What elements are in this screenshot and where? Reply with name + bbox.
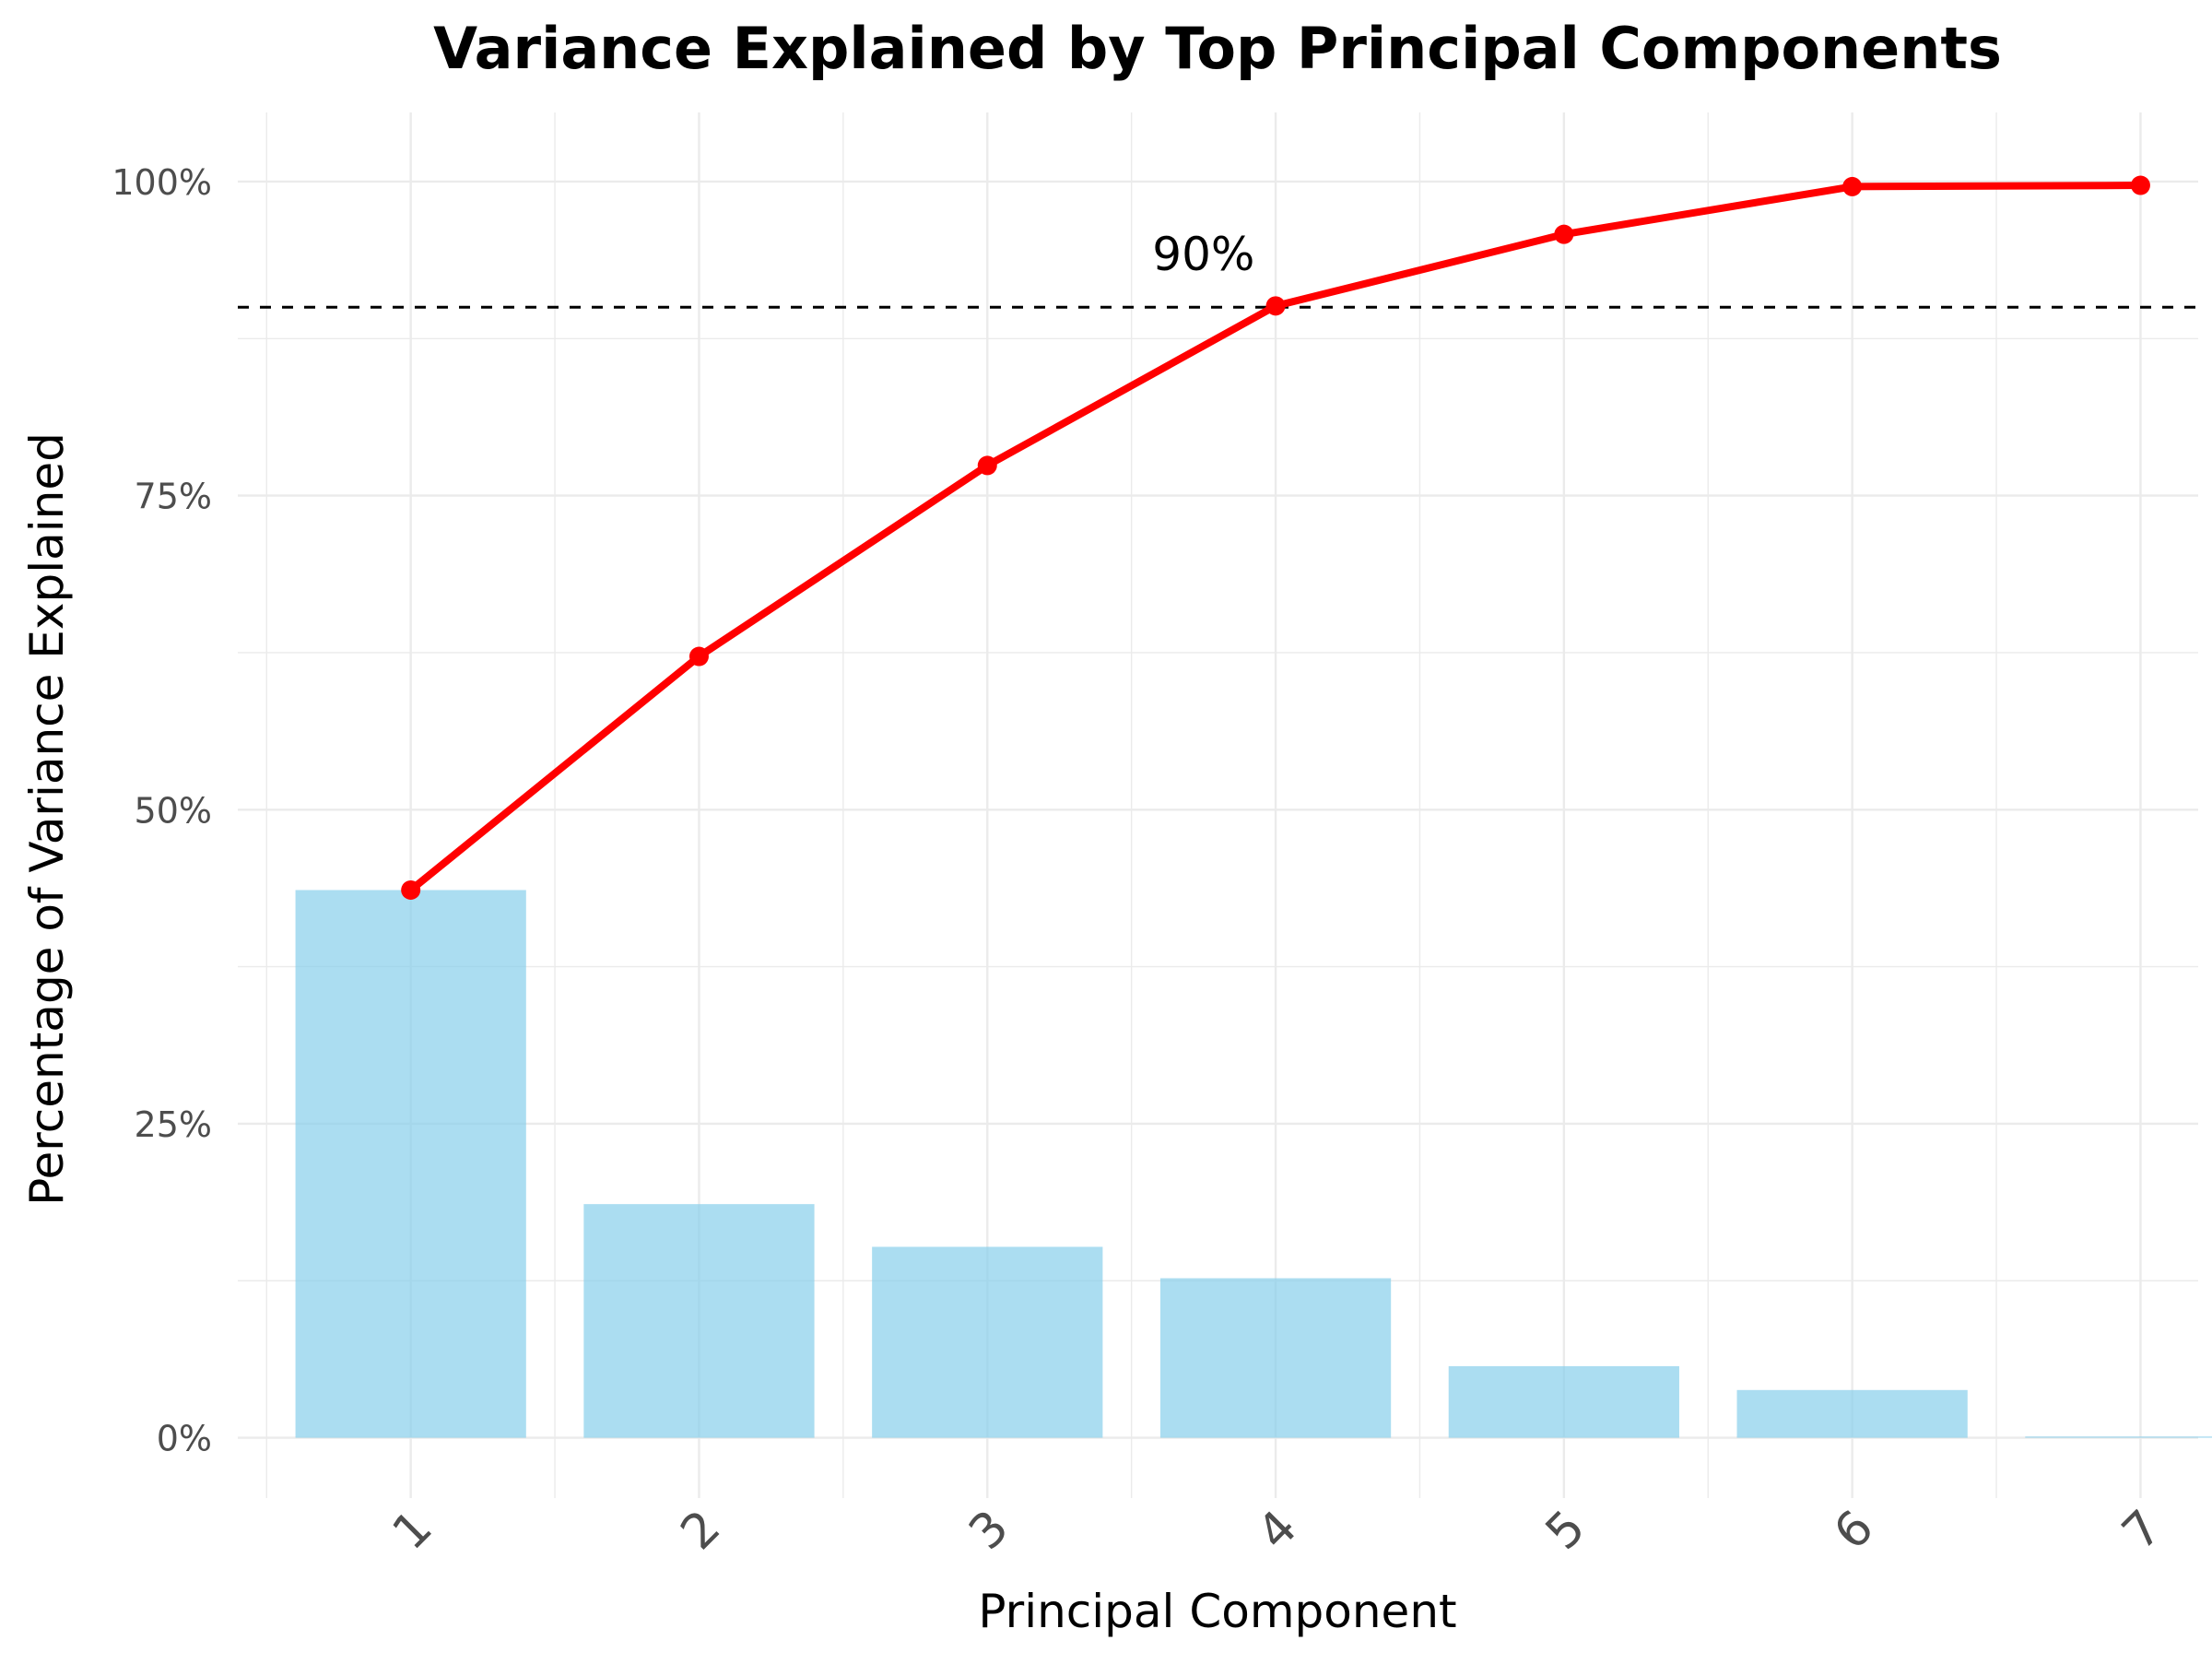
cumulative-point-pc-7 <box>2130 175 2150 195</box>
bar-pc-4 <box>1159 1278 1392 1438</box>
cumulative-point-pc-4 <box>1265 296 1286 316</box>
x-tick-label: 5 <box>1535 1500 1596 1561</box>
cumulative-point-pc-6 <box>1842 176 1863 196</box>
bar-series <box>295 890 2212 1438</box>
y-tick-label: 50% <box>135 790 212 831</box>
cumulative-point-pc-2 <box>688 646 709 667</box>
x-tick-label: 6 <box>1824 1500 1885 1561</box>
cumulative-point-pc-5 <box>1554 224 1574 244</box>
y-tick-label: 75% <box>135 477 212 517</box>
x-axis-ticks: 1 2 3 4 5 6 7 <box>382 1500 2173 1561</box>
x-axis-title: Principal Component <box>978 1585 1456 1638</box>
y-axis-ticks: 0% 25% 50% 75% 100% <box>112 162 212 1459</box>
cumulative-point-pc-3 <box>977 455 997 476</box>
y-axis-title: Percentage of Variance Explained <box>20 432 74 1206</box>
y-tick-label: 0% <box>157 1419 212 1459</box>
y-tick-label: 100% <box>112 162 212 203</box>
reference-line-label: 90% <box>1152 228 1254 281</box>
bar-pc-1 <box>295 890 526 1438</box>
cumulative-point-pc-1 <box>401 879 421 900</box>
x-tick-label: 7 <box>2112 1500 2173 1561</box>
bar-pc-6 <box>1736 1389 1968 1438</box>
y-tick-label: 25% <box>135 1104 212 1145</box>
bar-pc-3 <box>872 1246 1103 1438</box>
x-tick-label: 2 <box>671 1500 732 1561</box>
x-tick-label: 1 <box>382 1500 443 1561</box>
bar-pc-7 <box>2025 1436 2212 1438</box>
x-tick-label: 4 <box>1247 1500 1308 1561</box>
chart-title: Variance Explained by Top Principal Comp… <box>433 15 2002 82</box>
bar-pc-5 <box>1448 1365 1679 1438</box>
grid-lines <box>238 112 2198 1498</box>
x-tick-label: 3 <box>959 1500 1019 1561</box>
bar-pc-2 <box>583 1204 815 1438</box>
cumulative-line-series <box>401 175 2150 900</box>
